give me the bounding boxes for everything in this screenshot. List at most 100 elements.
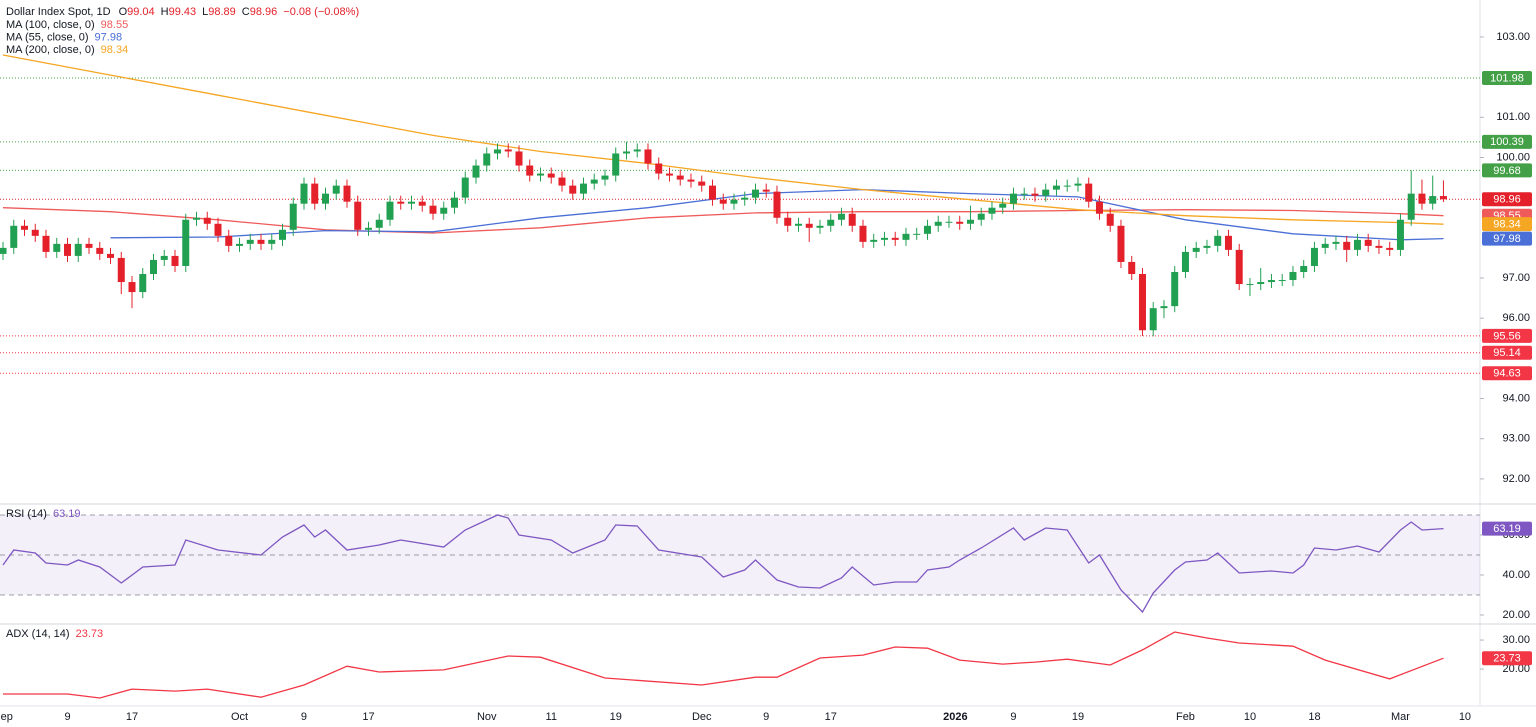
x-tick-label: 9 — [301, 711, 307, 723]
candle-body — [1321, 243, 1329, 248]
y-tick-label: 97.00 — [1502, 272, 1530, 284]
candle-body — [837, 213, 845, 220]
price-label-box — [1482, 366, 1532, 381]
x-tick-label: Dec — [692, 711, 712, 723]
candle-body — [311, 183, 319, 204]
y-tick-label: 94.00 — [1502, 392, 1530, 404]
price-label-box — [1482, 217, 1532, 232]
candle-body — [1364, 239, 1372, 246]
candle-body — [891, 237, 899, 240]
candle-body — [741, 197, 749, 200]
candle-body — [407, 201, 415, 204]
candle-body — [612, 153, 620, 176]
candle-body — [880, 237, 888, 240]
candle-body — [719, 199, 727, 204]
candle-body — [1106, 213, 1114, 226]
candle-body — [773, 191, 781, 218]
candle-body — [64, 243, 72, 256]
y-tick-label: 96.00 — [1502, 312, 1530, 324]
candle-body — [493, 149, 501, 154]
candle-body — [107, 253, 115, 258]
candle-body — [429, 205, 437, 214]
candle-body — [386, 201, 394, 220]
symbol-legend: Dollar Index Spot, 1D O99.04 H99.43 L98.89 C… — [6, 6, 359, 18]
y-tick-label: 103.00 — [1496, 31, 1530, 43]
candle-body — [622, 151, 630, 154]
y-tick-label: 40.00 — [1502, 569, 1530, 581]
price-label-box — [1482, 70, 1532, 85]
candle-body — [1246, 284, 1254, 286]
price-label: 97.98 — [1493, 233, 1521, 245]
candle-body — [1214, 235, 1222, 246]
candle-body — [1181, 251, 1189, 272]
candle-body — [182, 219, 190, 266]
x-tick-label: 18 — [1308, 711, 1320, 723]
candle-body — [913, 233, 921, 235]
candle-body — [1095, 201, 1103, 214]
candle-body — [708, 185, 716, 200]
ohlc-label: L — [202, 6, 208, 18]
candle-body — [1171, 271, 1179, 307]
candle-body — [171, 255, 179, 266]
ma-name: MA (100, close, 0) — [6, 19, 95, 31]
candle-body — [1031, 193, 1039, 196]
candle-body — [1149, 308, 1157, 331]
candle-body — [569, 185, 577, 194]
candle-body — [784, 217, 792, 226]
price-label: 94.63 — [1493, 368, 1521, 380]
x-tick-label: Sep — [0, 711, 13, 723]
candle-body — [1074, 183, 1082, 186]
candle-body — [601, 175, 609, 180]
candle-body — [450, 197, 458, 208]
ma-value: 97.98 — [95, 31, 123, 43]
candle-body — [160, 255, 168, 260]
candle-body — [1278, 280, 1286, 282]
candle-body — [1203, 245, 1211, 248]
price-label-box — [1482, 521, 1532, 536]
candle-body — [536, 173, 544, 176]
candle-body — [698, 181, 706, 186]
x-tick-label: 9 — [763, 711, 769, 723]
candle-body — [547, 173, 555, 178]
ma-legend: MA (200, close, 0) 98.34 — [6, 44, 128, 56]
indicator-value: 63.19 — [53, 508, 81, 520]
indicator-line — [2, 514, 1444, 614]
candle-body — [1085, 183, 1093, 202]
x-tick-label: Feb — [1176, 711, 1195, 723]
x-tick-label: 19 — [610, 711, 622, 723]
candle-body — [1009, 193, 1017, 204]
candle-body — [472, 165, 480, 178]
ohlc-label: C — [242, 6, 250, 18]
price-label: 63.19 — [1493, 523, 1521, 535]
y-tick-label: 93.00 — [1502, 433, 1530, 445]
x-tick-label: 19 — [1072, 711, 1084, 723]
candle-body — [923, 225, 931, 234]
candle-body — [902, 233, 910, 240]
price-label: 95.56 — [1493, 330, 1521, 342]
ma-value: 98.55 — [101, 19, 129, 31]
candle-body — [139, 273, 147, 293]
candle-body — [1300, 265, 1308, 272]
price-label-box — [1482, 134, 1532, 149]
candle-body — [966, 219, 974, 224]
price-label-box — [1482, 328, 1532, 343]
candle-body — [1429, 196, 1437, 204]
candle-body — [1042, 189, 1050, 196]
candle-body — [859, 225, 867, 242]
candle-body — [676, 175, 684, 180]
y-tick-label: 101.00 — [1496, 111, 1530, 123]
candle-body — [214, 223, 222, 236]
candle-body — [257, 239, 265, 244]
y-tick-label: 100.00 — [1496, 151, 1530, 163]
x-tick-label: 11 — [546, 711, 557, 723]
candle-body — [515, 151, 523, 166]
candle-body — [31, 229, 39, 236]
y-tick-label: 20.00 — [1502, 609, 1530, 621]
candle-body — [1439, 196, 1447, 200]
moving-average — [2, 207, 1444, 234]
candle-body — [794, 223, 802, 226]
price-label: 99.68 — [1493, 165, 1521, 177]
candle-body — [665, 173, 673, 176]
